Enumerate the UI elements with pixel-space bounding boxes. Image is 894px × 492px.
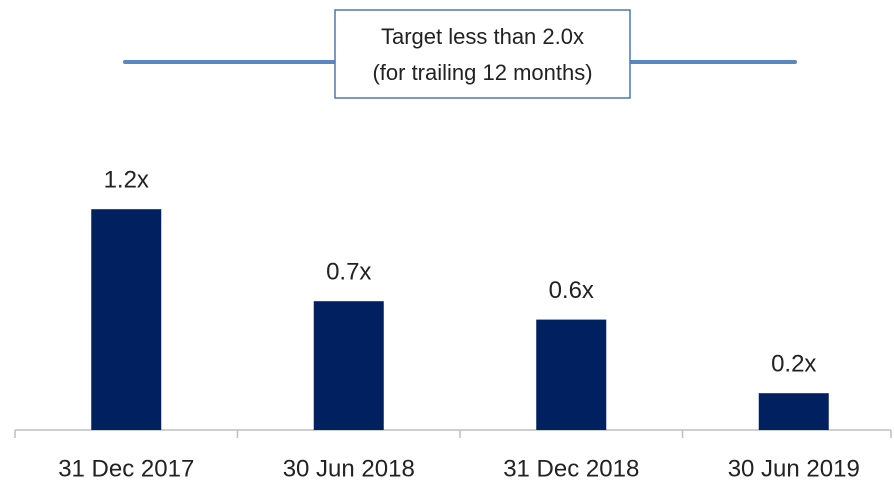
x-tick-label: 30 Jun 2018 — [283, 455, 415, 482]
bar — [758, 393, 829, 430]
bar — [536, 319, 607, 430]
x-tick-label: 31 Dec 2018 — [503, 455, 639, 482]
x-tick-label: 31 Dec 2017 — [58, 455, 194, 482]
annotation-text: (for trailing 12 months) — [372, 60, 592, 85]
value-label: 0.6x — [549, 277, 594, 304]
value-label: 0.2x — [771, 351, 816, 378]
value-label: 1.2x — [104, 167, 149, 194]
bar — [91, 209, 162, 430]
annotation-box — [334, 9, 631, 99]
bar — [313, 301, 384, 430]
x-tick-label: 30 Jun 2019 — [728, 455, 860, 482]
value-label: 0.7x — [326, 259, 371, 286]
annotation-text: Target less than 2.0x — [381, 24, 584, 49]
